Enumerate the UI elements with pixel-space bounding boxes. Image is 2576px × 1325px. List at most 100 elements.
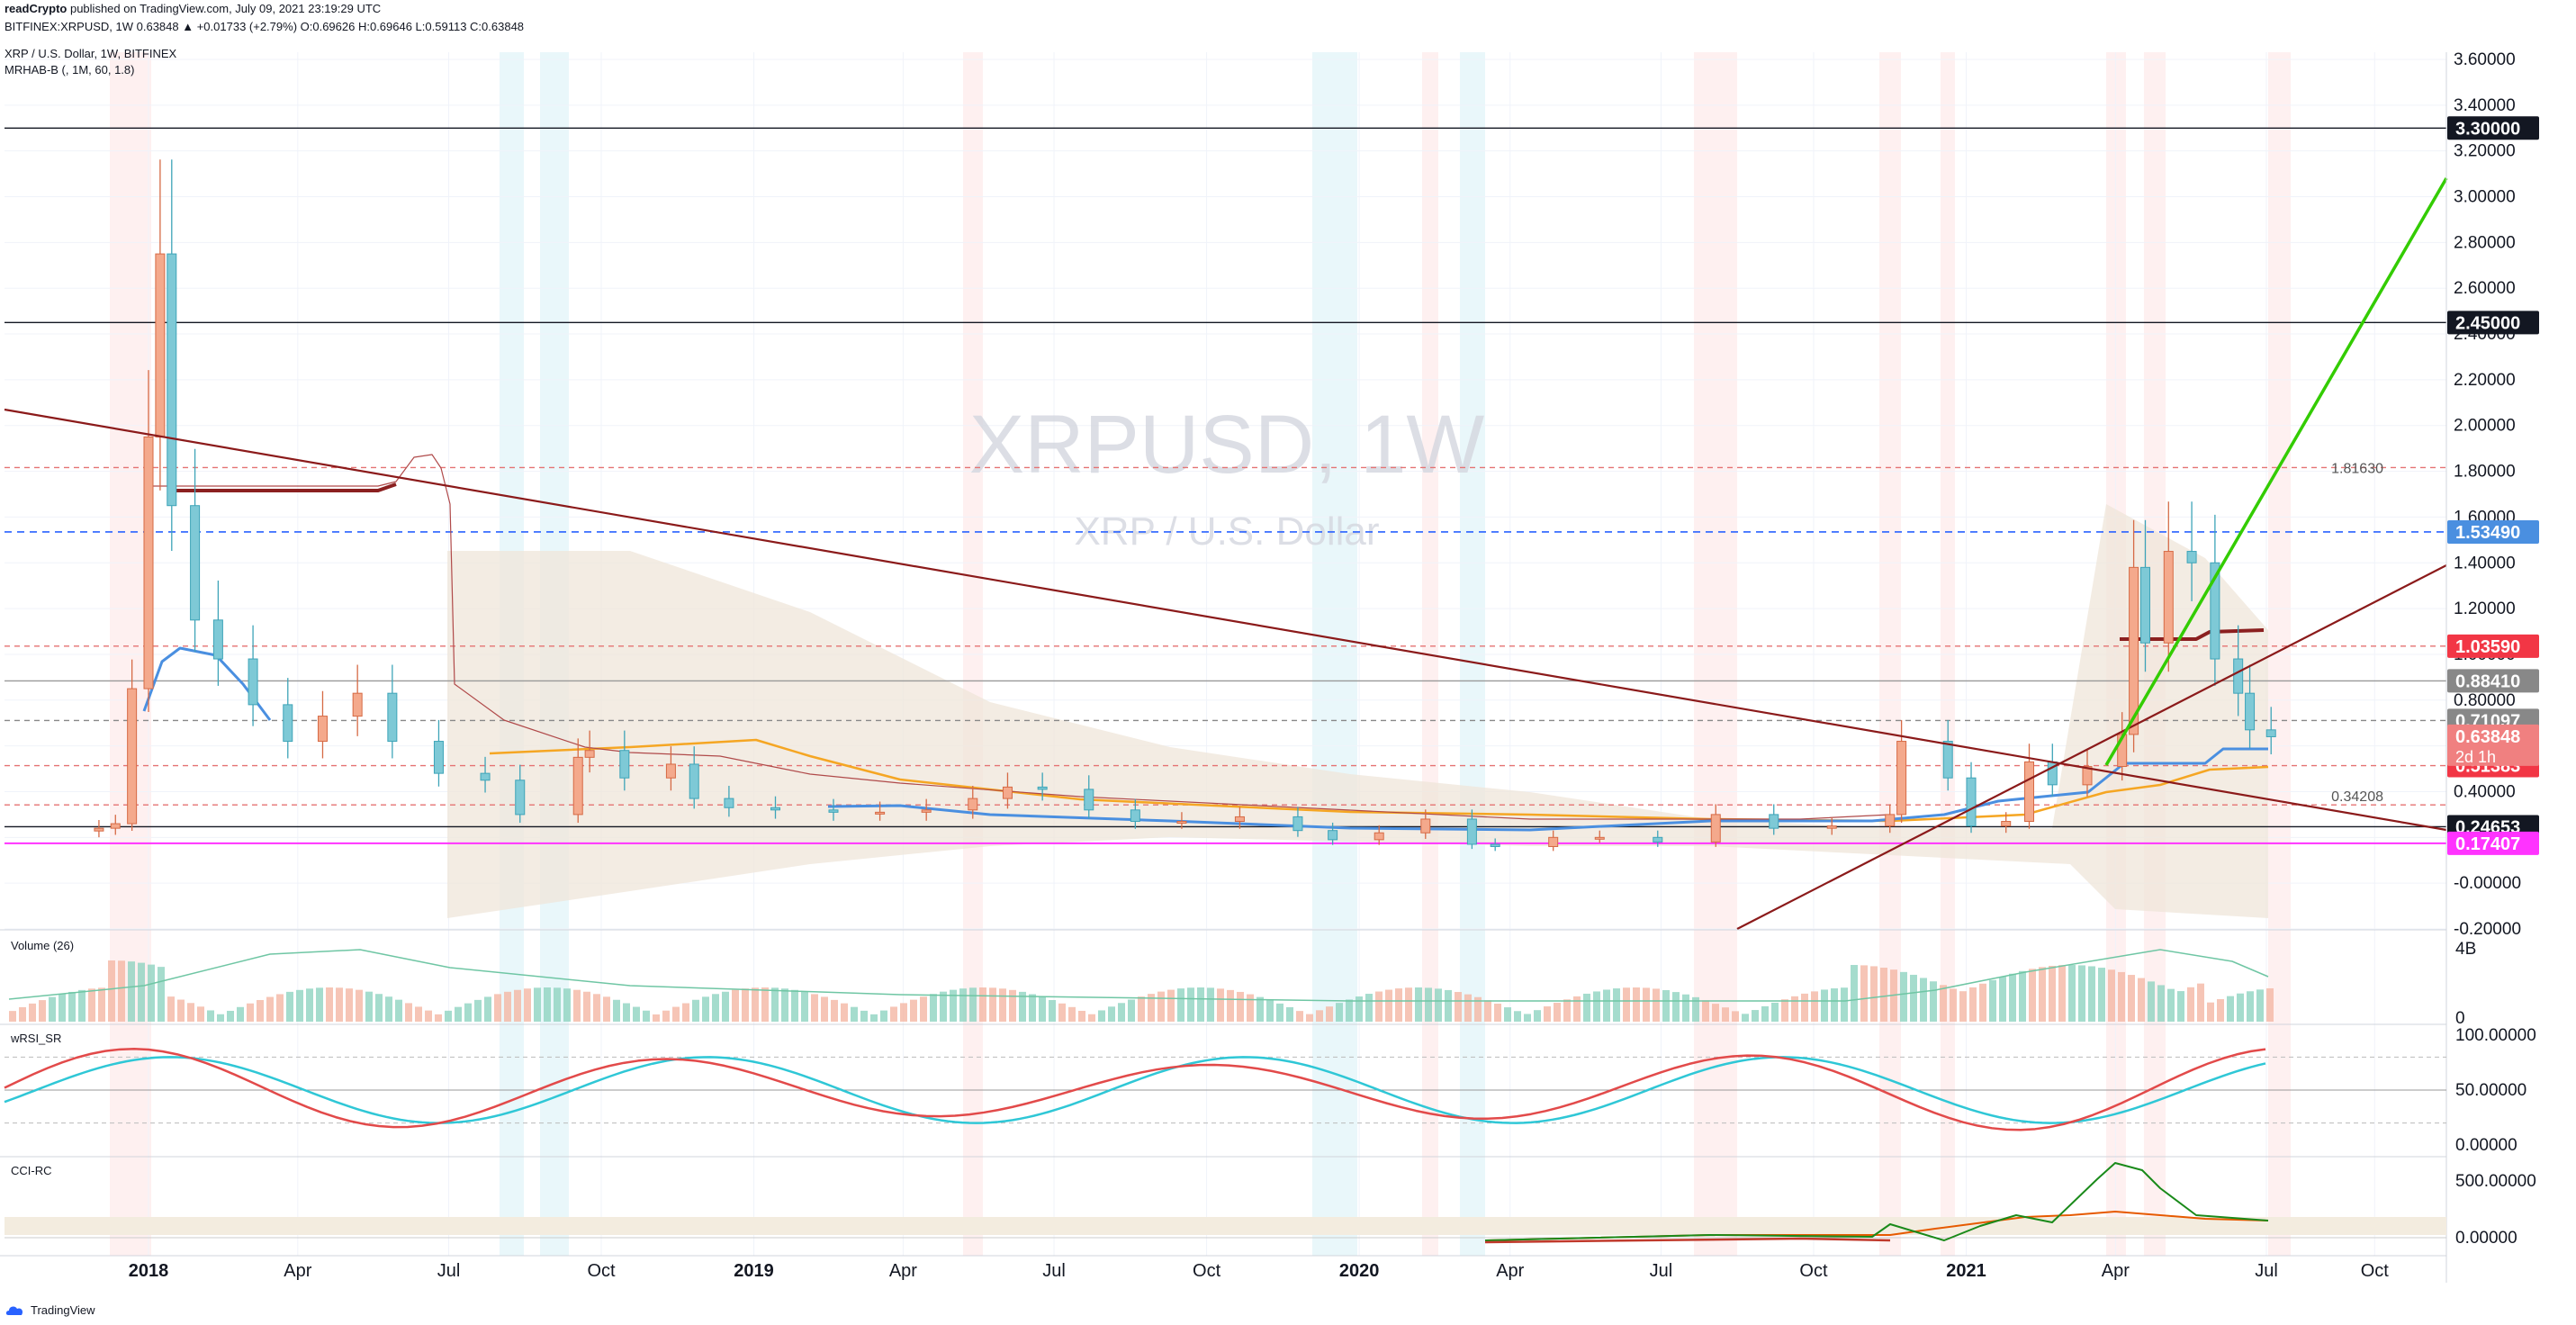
candle-body[interactable] [248,658,258,706]
candle-body[interactable] [1037,786,1048,790]
volume-bar [2019,970,2026,1022]
volume-bar [1019,991,1026,1022]
candle-body[interactable] [770,807,781,811]
candle-body[interactable] [127,688,138,825]
candle-body[interactable] [1293,816,1303,832]
candle-body[interactable] [1710,814,1721,843]
date-tick-label: Apr [284,1261,311,1281]
symbol-title[interactable]: XRP / U.S. Dollar, 1W, BITFINEX [5,47,177,60]
candle-body[interactable] [1769,814,1779,829]
candle-body[interactable] [724,798,734,808]
candle-body[interactable] [1594,836,1605,840]
date-axis[interactable]: 2018 Apr Jul Oct 2019 Apr Jul Oct 2020 Apr Jul Oct 2… [0,1255,2446,1281]
candle-body[interactable] [2001,821,2012,827]
candle-body[interactable] [2117,734,2128,768]
candle-body[interactable] [584,750,595,758]
candle-body[interactable] [94,827,104,832]
candle-body[interactable] [1466,818,1477,845]
volume-bar [930,994,937,1022]
candle-body[interactable] [1374,832,1384,841]
volume-bar [227,1010,234,1022]
indicator-name[interactable]: MRHAB-B (, 1M, 60, 1.8) [5,63,135,77]
candle-body[interactable] [433,741,444,774]
candle-body[interactable] [2129,566,2139,735]
candle-body[interactable] [387,692,398,743]
volume-bar [534,987,541,1022]
candle-body[interactable] [2233,658,2244,694]
candle-body[interactable] [1966,777,1977,827]
candle-body[interactable] [1942,741,1953,779]
candle-body[interactable] [968,798,978,811]
candle-body[interactable] [1084,789,1094,811]
candle-body[interactable] [1234,816,1245,823]
volume-bar [1157,991,1165,1022]
volume-bar [662,1010,670,1022]
candle-body[interactable] [2210,562,2220,660]
candle-body[interactable] [1548,836,1559,847]
candle-body[interactable] [110,823,121,829]
volume-bar [2227,996,2234,1022]
candle-body[interactable] [1896,741,1907,816]
candle-body[interactable] [2265,729,2276,737]
rsi-signal-line [4,1056,2266,1124]
candle-body[interactable] [283,704,293,743]
volume-bar [464,1003,472,1022]
green-rising-trendline[interactable] [2104,177,2448,766]
volume-bar [841,1003,848,1022]
volume-bar [1613,988,1620,1022]
candle-body[interactable] [875,811,886,815]
candle-body[interactable] [572,756,583,816]
volume-bar [1395,988,1402,1022]
candle-body[interactable] [921,809,932,813]
volume-bar [1138,996,1145,1022]
candle-body[interactable] [1130,809,1140,823]
candle-body[interactable] [689,763,699,799]
candle-body[interactable] [2139,566,2150,644]
rsi-main-line [4,1048,2266,1131]
volume-bar [514,989,521,1022]
candle-body[interactable] [143,436,154,690]
volume-bar [316,987,323,1022]
candle-body[interactable] [2024,761,2035,823]
volume-bar [1781,999,1788,1022]
candle-body[interactable] [155,253,166,437]
candle-body[interactable] [1490,843,1500,847]
volume-bar [851,1006,858,1022]
candle-body[interactable] [2186,551,2197,563]
candle-body[interactable] [1176,821,1187,825]
candle-body[interactable] [828,809,839,813]
candle-body[interactable] [2163,551,2174,644]
candle-body[interactable] [619,750,630,779]
volume-bar [356,989,363,1022]
date-tick-label: Apr [2102,1261,2130,1281]
candle-body[interactable] [480,772,491,781]
candle-body[interactable] [352,692,363,717]
candle-body[interactable] [190,505,201,621]
volume-bar [1950,988,1957,1022]
volume-bar [1098,1010,1105,1022]
candle-body[interactable] [167,253,177,507]
candle-body[interactable] [317,716,328,743]
red-descending-trendline[interactable] [4,408,2447,832]
candle-body[interactable] [2245,692,2256,731]
price-axis[interactable]: 3.60000 3.40000 3.20000 3.00000 2.80000 2.600… [2445,50,2539,1283]
volume-bar [2098,968,2105,1022]
red-ascending-trendline[interactable] [1736,564,2447,930]
candle-body[interactable] [1002,786,1013,799]
candle-body[interactable] [2082,766,2093,786]
candle-body[interactable] [1653,836,1663,843]
candle-body[interactable] [665,763,676,779]
footer-brand[interactable]: TradingView [5,1303,95,1317]
volume-bar [1593,991,1600,1022]
candle-body[interactable] [1826,825,1837,829]
candle-body[interactable] [1328,830,1338,841]
candle-body[interactable] [515,780,526,816]
candle-body[interactable] [212,619,223,660]
price-tick-label: 0.80000 [2454,691,2516,710]
candle-body[interactable] [1420,818,1431,834]
author-name[interactable]: readCrypto [5,2,68,15]
volume-bar [9,1011,16,1022]
volume-bar [742,988,749,1022]
candle-body[interactable] [1885,814,1896,827]
